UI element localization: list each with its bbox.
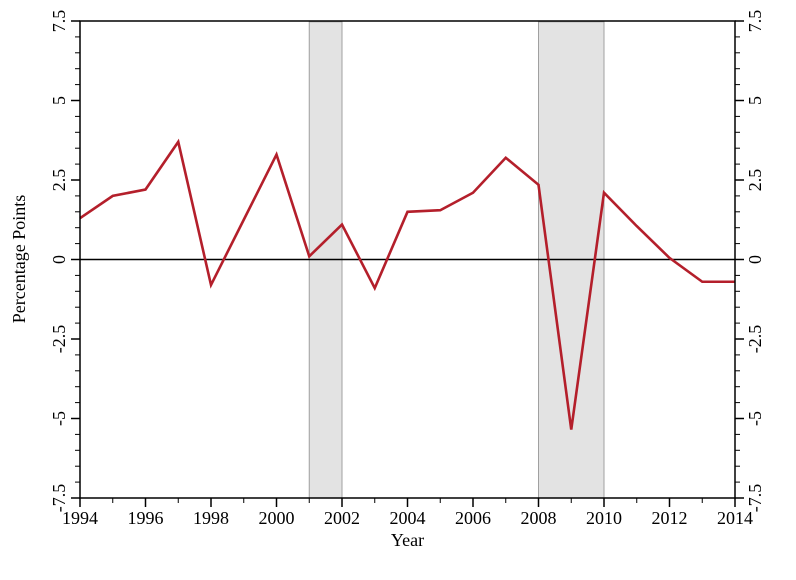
x-tick-label: 1998 — [193, 508, 229, 528]
y-tick-label-right: 7.5 — [745, 10, 765, 33]
x-tick-label: 2014 — [717, 508, 753, 528]
y-axis-title: Percentage Points — [9, 194, 29, 324]
x-axis-title: Year — [390, 530, 425, 550]
y-tick-label-right: 5 — [745, 96, 765, 105]
x-tick-label: 2000 — [259, 508, 295, 528]
x-tick-label: 1996 — [128, 508, 164, 528]
x-tick-label: 2002 — [324, 508, 360, 528]
y-tick-label-right: -2.5 — [745, 325, 765, 354]
y-tick-label-left: -2.5 — [49, 325, 69, 354]
x-tick-label: 1994 — [62, 508, 98, 528]
y-tick-label-left: 7.5 — [49, 10, 69, 33]
x-tick-label: 2004 — [390, 508, 426, 528]
x-tick-label: 2010 — [586, 508, 622, 528]
x-tick-label: 2006 — [455, 508, 491, 528]
y-tick-label-left: -5 — [49, 411, 69, 426]
y-tick-label-left: 5 — [49, 96, 69, 105]
y-tick-label-left: -7.5 — [49, 484, 69, 513]
y-tick-label-left: 2.5 — [49, 169, 69, 192]
y-tick-label-left: 0 — [49, 255, 69, 264]
y-tick-label-right: 0 — [745, 255, 765, 264]
x-tick-label: 2012 — [652, 508, 688, 528]
y-tick-label-right: 2.5 — [745, 169, 765, 192]
y-tick-label-right: -5 — [745, 411, 765, 426]
y-tick-label-right: -7.5 — [745, 484, 765, 513]
x-tick-label: 2008 — [521, 508, 557, 528]
data-line — [79, 138, 735, 430]
